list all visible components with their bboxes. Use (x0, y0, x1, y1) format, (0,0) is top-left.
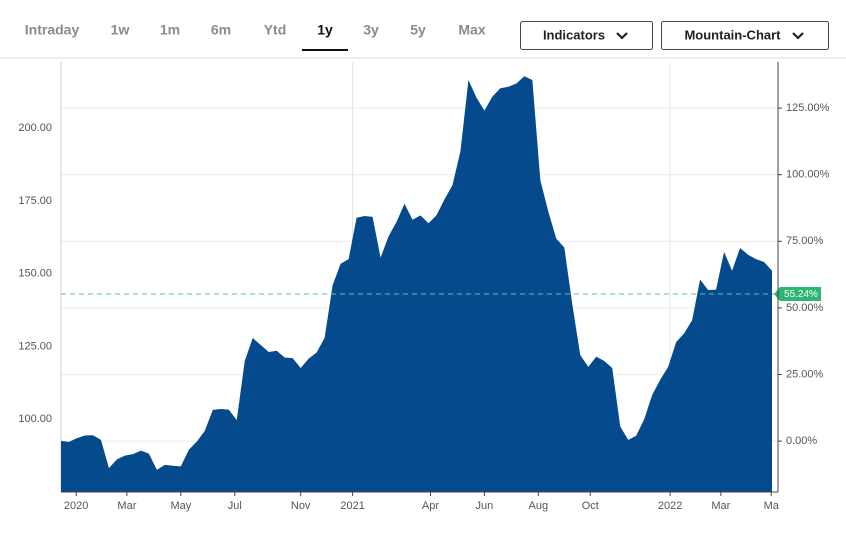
chevron-icon (792, 32, 804, 40)
x-tick-label: Mar (117, 500, 136, 512)
range-tab[interactable]: 1m (160, 22, 180, 38)
x-tick-label: May (170, 500, 191, 512)
x-tick-label: Mar (711, 500, 730, 512)
x-tick-label: Jul (228, 500, 242, 512)
y2-tick-label: 125.00% (786, 102, 830, 114)
y-tick-label: 200.00 (18, 122, 52, 134)
current-change-label: 55.24% (784, 289, 818, 300)
y-tick-label: 100.00 (18, 413, 52, 425)
range-tab[interactable]: Max (458, 22, 485, 38)
x-tick-label: Jun (476, 500, 494, 512)
y2-tick-label: 50.00% (786, 302, 824, 314)
y2-tick-label: 100.00% (786, 169, 830, 181)
x-tick-label: 2021 (340, 500, 364, 512)
dropdown-label: Indicators (543, 27, 605, 42)
y2-tick-label: 0.00% (786, 435, 817, 447)
x-tick-label: Oct (582, 500, 599, 512)
price-area (61, 76, 773, 492)
y-tick-label: 125.00 (18, 340, 52, 352)
dropdown-button[interactable] (520, 21, 653, 50)
y2-tick-label: 25.00% (786, 368, 824, 380)
x-tick-label: Ma (764, 500, 780, 512)
dropdown-button[interactable] (661, 21, 829, 50)
range-tab[interactable]: 1w (111, 22, 130, 38)
chevron-icon (616, 32, 628, 40)
range-tab[interactable]: Ytd (264, 22, 287, 38)
range-tab[interactable]: 6m (211, 22, 231, 38)
x-tick-label: 2020 (64, 500, 88, 512)
current-change-badge (774, 286, 821, 301)
x-tick-label: Nov (291, 500, 311, 512)
range-tab[interactable]: 1y (317, 22, 333, 38)
range-tab[interactable]: 5y (410, 22, 426, 38)
range-tab[interactable]: Intraday (25, 22, 80, 38)
y-tick-label: 175.00 (18, 195, 52, 207)
y-tick-label: 150.00 (18, 268, 52, 280)
x-tick-label: 2022 (658, 500, 682, 512)
x-tick-label: Apr (422, 500, 439, 512)
range-tab[interactable]: 3y (363, 22, 379, 38)
x-tick-label: Aug (529, 500, 549, 512)
y2-tick-label: 75.00% (786, 235, 824, 247)
dropdown-label: Mountain-Chart (684, 27, 781, 42)
